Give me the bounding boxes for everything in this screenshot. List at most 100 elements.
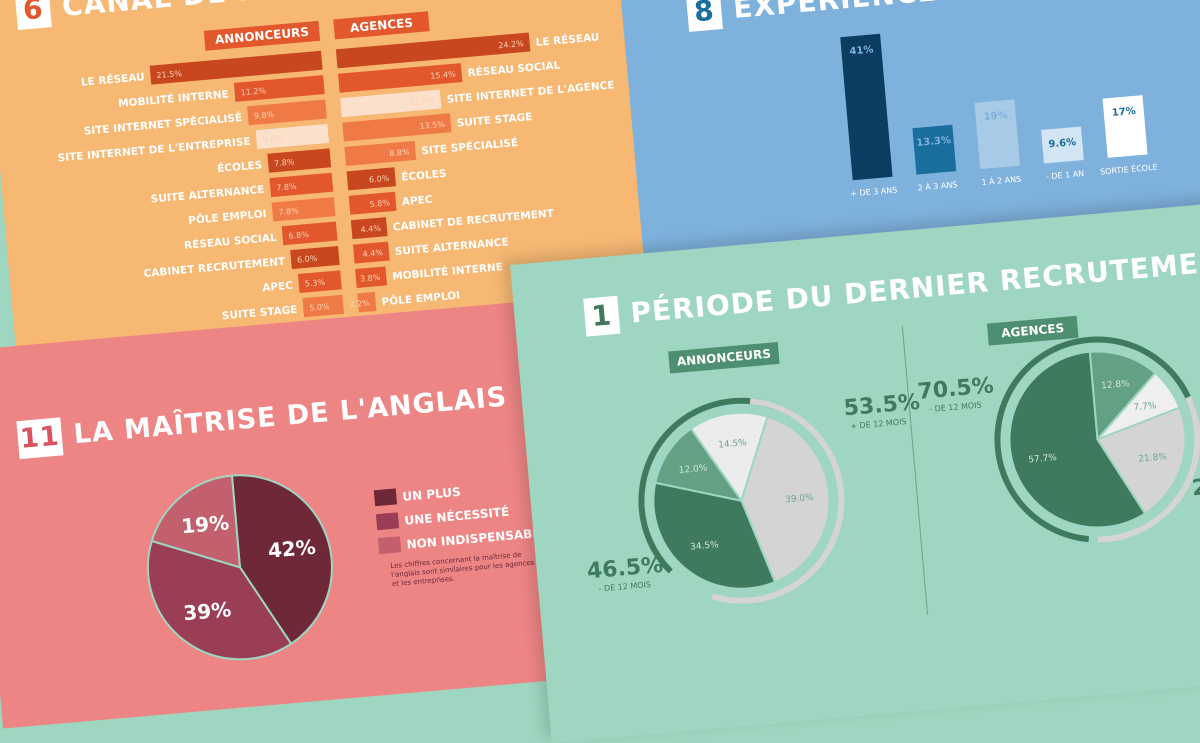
canal-agences-category: SITE INTERNET DE L'AGENCE	[446, 79, 615, 106]
periode-annonceurs-slice	[740, 415, 831, 584]
canal-annonceurs-bar	[269, 172, 334, 198]
periode-annonceurs-value: 39.0%	[785, 493, 815, 505]
experience-category: SORTIE ÉCOLE	[1100, 161, 1158, 177]
canal-agences-bar	[344, 140, 417, 166]
anglais-slice	[230, 474, 333, 646]
canal-agences-bar	[352, 241, 390, 264]
canal-annonceurs-value: 6.0%	[297, 254, 318, 265]
canal-agences-bar	[338, 63, 463, 93]
canal-annonceurs-category: APEC	[262, 280, 294, 295]
periode-agences-value: 7.7%	[1133, 401, 1157, 413]
experience-bar	[974, 99, 1021, 170]
canal-annonceurs-category: ÉCOLES	[217, 158, 263, 175]
periode-annonceurs-value: 14.5%	[718, 438, 748, 450]
experience-value: 41%	[849, 44, 874, 57]
canal-annonceurs-bar	[247, 99, 327, 126]
canal-annonceurs-bar	[297, 270, 342, 293]
canal-annonceurs-value: 5.3%	[304, 278, 325, 289]
experience-bar	[912, 124, 957, 175]
canal-annonceurs-category: SITE INTERNET DE L'ENTREPRISE	[57, 136, 251, 165]
anglais-value: 39%	[182, 597, 232, 625]
canal-agences-bar	[348, 191, 397, 215]
canal-agences-category: CABINET DE RECRUTEMENT	[392, 207, 555, 233]
canal-agences-category: ÉCOLES	[401, 167, 447, 184]
canal-annonceurs-value: 21.5%	[156, 69, 182, 80]
canal-annonceurs-bar	[302, 294, 344, 318]
canal-agences-category: MOBILITÉ INTERNE	[392, 260, 504, 283]
periode-annonceurs-ring-light	[638, 397, 845, 604]
canal-agences-value: 15.4%	[430, 70, 456, 81]
periode-annonceurs-slice	[654, 427, 744, 503]
anglais-legend-swatch	[375, 512, 400, 531]
canal-agences-value: 4.4%	[362, 248, 383, 259]
canal-annonceurs-category: LE RÉSEAU	[80, 70, 145, 89]
canal-annonceurs-bar	[281, 221, 338, 246]
canal-agences-category: SUITE STAGE	[456, 111, 533, 130]
canal-agences-value: 5.8%	[369, 198, 390, 209]
anglais-value: 42%	[267, 535, 317, 563]
canal-annonceurs-category: RÉSEAU SOCIAL	[184, 231, 278, 252]
canal-annonceurs-category: SUITE ALTERNANCE	[150, 184, 265, 206]
canal-agences-bar	[350, 217, 388, 240]
canal-annonceurs-value: 11.2%	[240, 86, 266, 97]
canal-agences-category: RÉSEAU SOCIAL	[467, 58, 561, 79]
experience-value: 17%	[1111, 106, 1136, 119]
canal-agences-category: SITE SPÉCIALISÉ	[421, 136, 519, 157]
canal-agences-value: 13.5%	[419, 120, 445, 131]
anglais-slice	[150, 474, 242, 569]
experience-category: + DE 3 ANS	[850, 185, 898, 198]
experience-bar	[840, 33, 893, 181]
canal-annonceurs-bar	[149, 50, 323, 85]
anglais-legend-label: NON INDISPENSABLE	[406, 525, 549, 551]
canal-agences-bar	[342, 113, 452, 142]
canal-agences-bar	[357, 291, 377, 313]
periode-agences-value: 21.8%	[1138, 452, 1168, 464]
anglais-value: 19%	[180, 510, 230, 538]
experience-chart: 41% + DE 3 ANS 13.3% 2 À 3 ANS 19% 1 À 2 ANS 9…	[840, 33, 1158, 198]
canal-annonceurs-value: 6.8%	[288, 230, 309, 241]
canal-annonceurs-bar	[255, 123, 330, 150]
canal-annonceurs-bar	[290, 245, 340, 270]
canal-agences-bar	[340, 89, 442, 118]
canal-agences-value: 8.8%	[389, 147, 410, 158]
experience-value: 9.6%	[1048, 137, 1077, 150]
periode-panel: 1 PÉRIODE DU DERNIER RECRUTEMENT ANNONCEU…	[510, 198, 1200, 743]
periode-annonceurs-value: 12.0%	[678, 464, 708, 476]
canal-agences-value: 4.4%	[360, 224, 381, 235]
periode-chart: 14.5% 39.0% 34.5% 12.0% 12.8%7.7% 21.8% 57.7%	[638, 336, 1200, 604]
canal-annonceurs-category: SUITE STAGE	[221, 304, 298, 323]
canal-agences-value: 3.8%	[360, 273, 381, 284]
canal-annonceurs-value: 9.0%	[262, 134, 283, 145]
canal-agences-bar	[335, 32, 531, 69]
canal-agences-value: 24.2%	[498, 39, 524, 50]
periode-agences-value: 12.8%	[1101, 379, 1131, 391]
canal-annonceurs-value: 5.0%	[309, 302, 330, 313]
canal-annonceurs-category: CABINET RECRUTEMENT	[143, 256, 286, 280]
experience-panel: 8EXPÉRIENCE REQUISE 41%+ DE 3 ANS13.3%2 …	[615, 0, 1200, 329]
canal-agences-value: 12.5%	[409, 96, 435, 107]
canal-annonceurs-category: PÔLE EMPLOI	[188, 207, 267, 227]
canal-annonceurs-bar	[267, 148, 332, 173]
anglais-legend-label: UNE NÉCESSITÉ	[404, 504, 510, 528]
canal-annonceurs-bar	[271, 197, 336, 222]
canal-annonceurs-value: 7.8%	[276, 182, 297, 193]
periode-annonceurs-slice	[689, 411, 769, 503]
canal-agences-value: 2.2%	[349, 298, 370, 309]
experience-value: 19%	[983, 110, 1008, 123]
canal-annonceurs-value: 7.8%	[278, 206, 299, 217]
periode-annonceurs-slice	[652, 481, 777, 590]
periode-annonceurs-value: 34.5%	[690, 540, 720, 552]
canal-agences-bar	[346, 167, 397, 191]
periode-agences-value: 57.7%	[1028, 453, 1058, 465]
experience-bar	[1041, 126, 1084, 164]
canal-annonceurs-category: MOBILITÉ INTERNE	[118, 87, 230, 110]
canal-agences-category: APEC	[401, 194, 433, 209]
canal-annonceurs-bar	[233, 75, 325, 102]
experience-category: 1 À 2 ANS	[981, 173, 1022, 187]
canal-agences-category: LE RÉSEAU	[535, 30, 600, 49]
periode-agences-slice	[1088, 350, 1157, 442]
canal-agences-category: SUITE ALTERNANCE	[394, 236, 509, 258]
anglais-panel: 11 LA MAÎTRISE DE L'ANGLAIS 42% 39% 19% UN P…	[0, 295, 621, 729]
canal-annonceurs-value: 7.8%	[274, 157, 295, 168]
